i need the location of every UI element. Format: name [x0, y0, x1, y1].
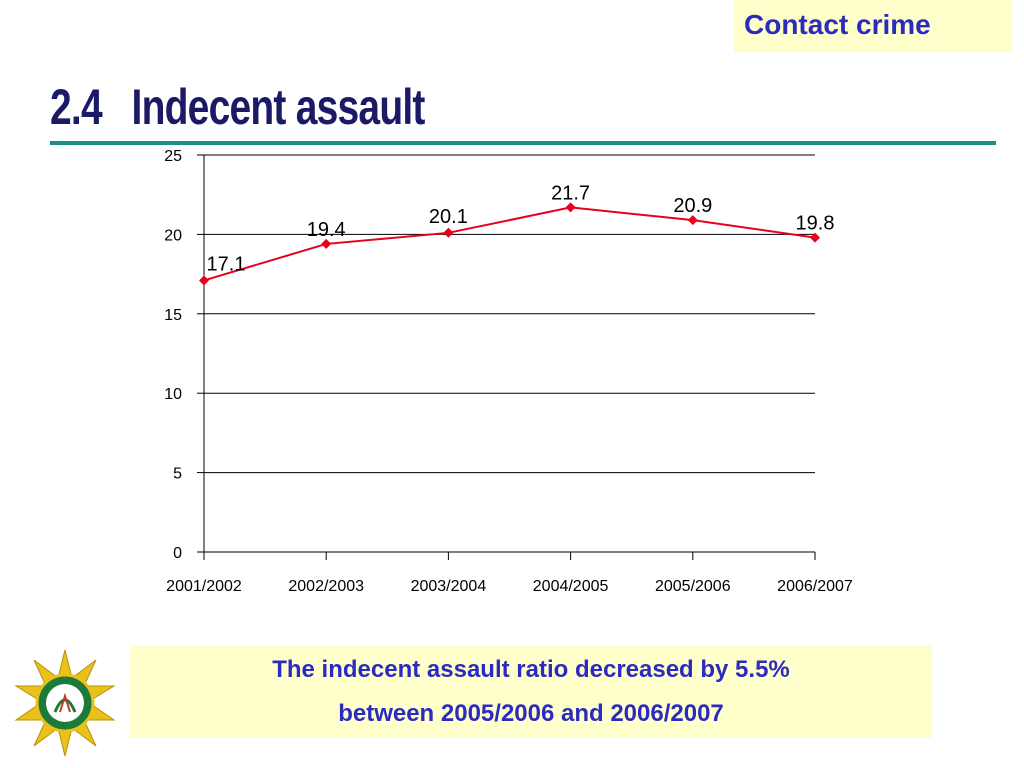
data-point — [565, 202, 576, 213]
section-number: 2.4 — [50, 79, 103, 135]
data-label: 17.1 — [207, 253, 246, 275]
x-tick-label: 2006/2007 — [777, 578, 853, 595]
data-label: 19.4 — [307, 219, 346, 241]
data-point — [687, 215, 698, 226]
y-tick-label: 0 — [173, 545, 182, 562]
title-text: Indecent assault — [131, 79, 426, 135]
x-tick-label: 2001/2002 — [166, 578, 242, 595]
police-crest-logo — [10, 648, 120, 758]
summary-callout: The indecent assault ratio decreased by … — [130, 645, 932, 738]
x-tick-label: 2002/2003 — [288, 578, 364, 595]
data-point — [810, 232, 820, 243]
line-chart: 0 5 10 15 20 25 2001/2002 2002/2003 2003/2004 200… — [164, 148, 853, 595]
title-divider — [50, 141, 996, 145]
data-label: 20.9 — [673, 195, 712, 217]
summary-text: The indecent assault ratio decreased by … — [272, 648, 790, 736]
y-tick-label: 20 — [164, 227, 182, 244]
y-tick-label: 5 — [173, 466, 182, 483]
summary-line-1: The indecent assault ratio decreased by … — [272, 655, 790, 683]
star-badge-icon — [14, 649, 116, 757]
x-tick-label: 2005/2006 — [655, 578, 731, 595]
data-point — [443, 227, 454, 238]
y-tick-label: 25 — [164, 148, 182, 165]
y-tick-label: 15 — [164, 307, 182, 324]
summary-line-2: between 2005/2006 and 2006/2007 — [338, 699, 724, 727]
data-label: 21.7 — [551, 182, 590, 204]
x-tick-label: 2003/2004 — [411, 578, 487, 595]
x-tick-label: 2004/2005 — [533, 578, 609, 595]
page-title: 2.4 Indecent assault — [50, 78, 425, 136]
data-label: 19.8 — [796, 213, 835, 235]
section-tag-label: Contact crime — [744, 9, 931, 40]
section-tag: Contact crime — [734, 0, 1012, 52]
series-line — [203, 206, 816, 282]
data-label: 20.1 — [429, 206, 468, 228]
data-point — [199, 275, 209, 286]
y-tick-label: 10 — [164, 386, 182, 403]
data-point — [321, 238, 332, 249]
